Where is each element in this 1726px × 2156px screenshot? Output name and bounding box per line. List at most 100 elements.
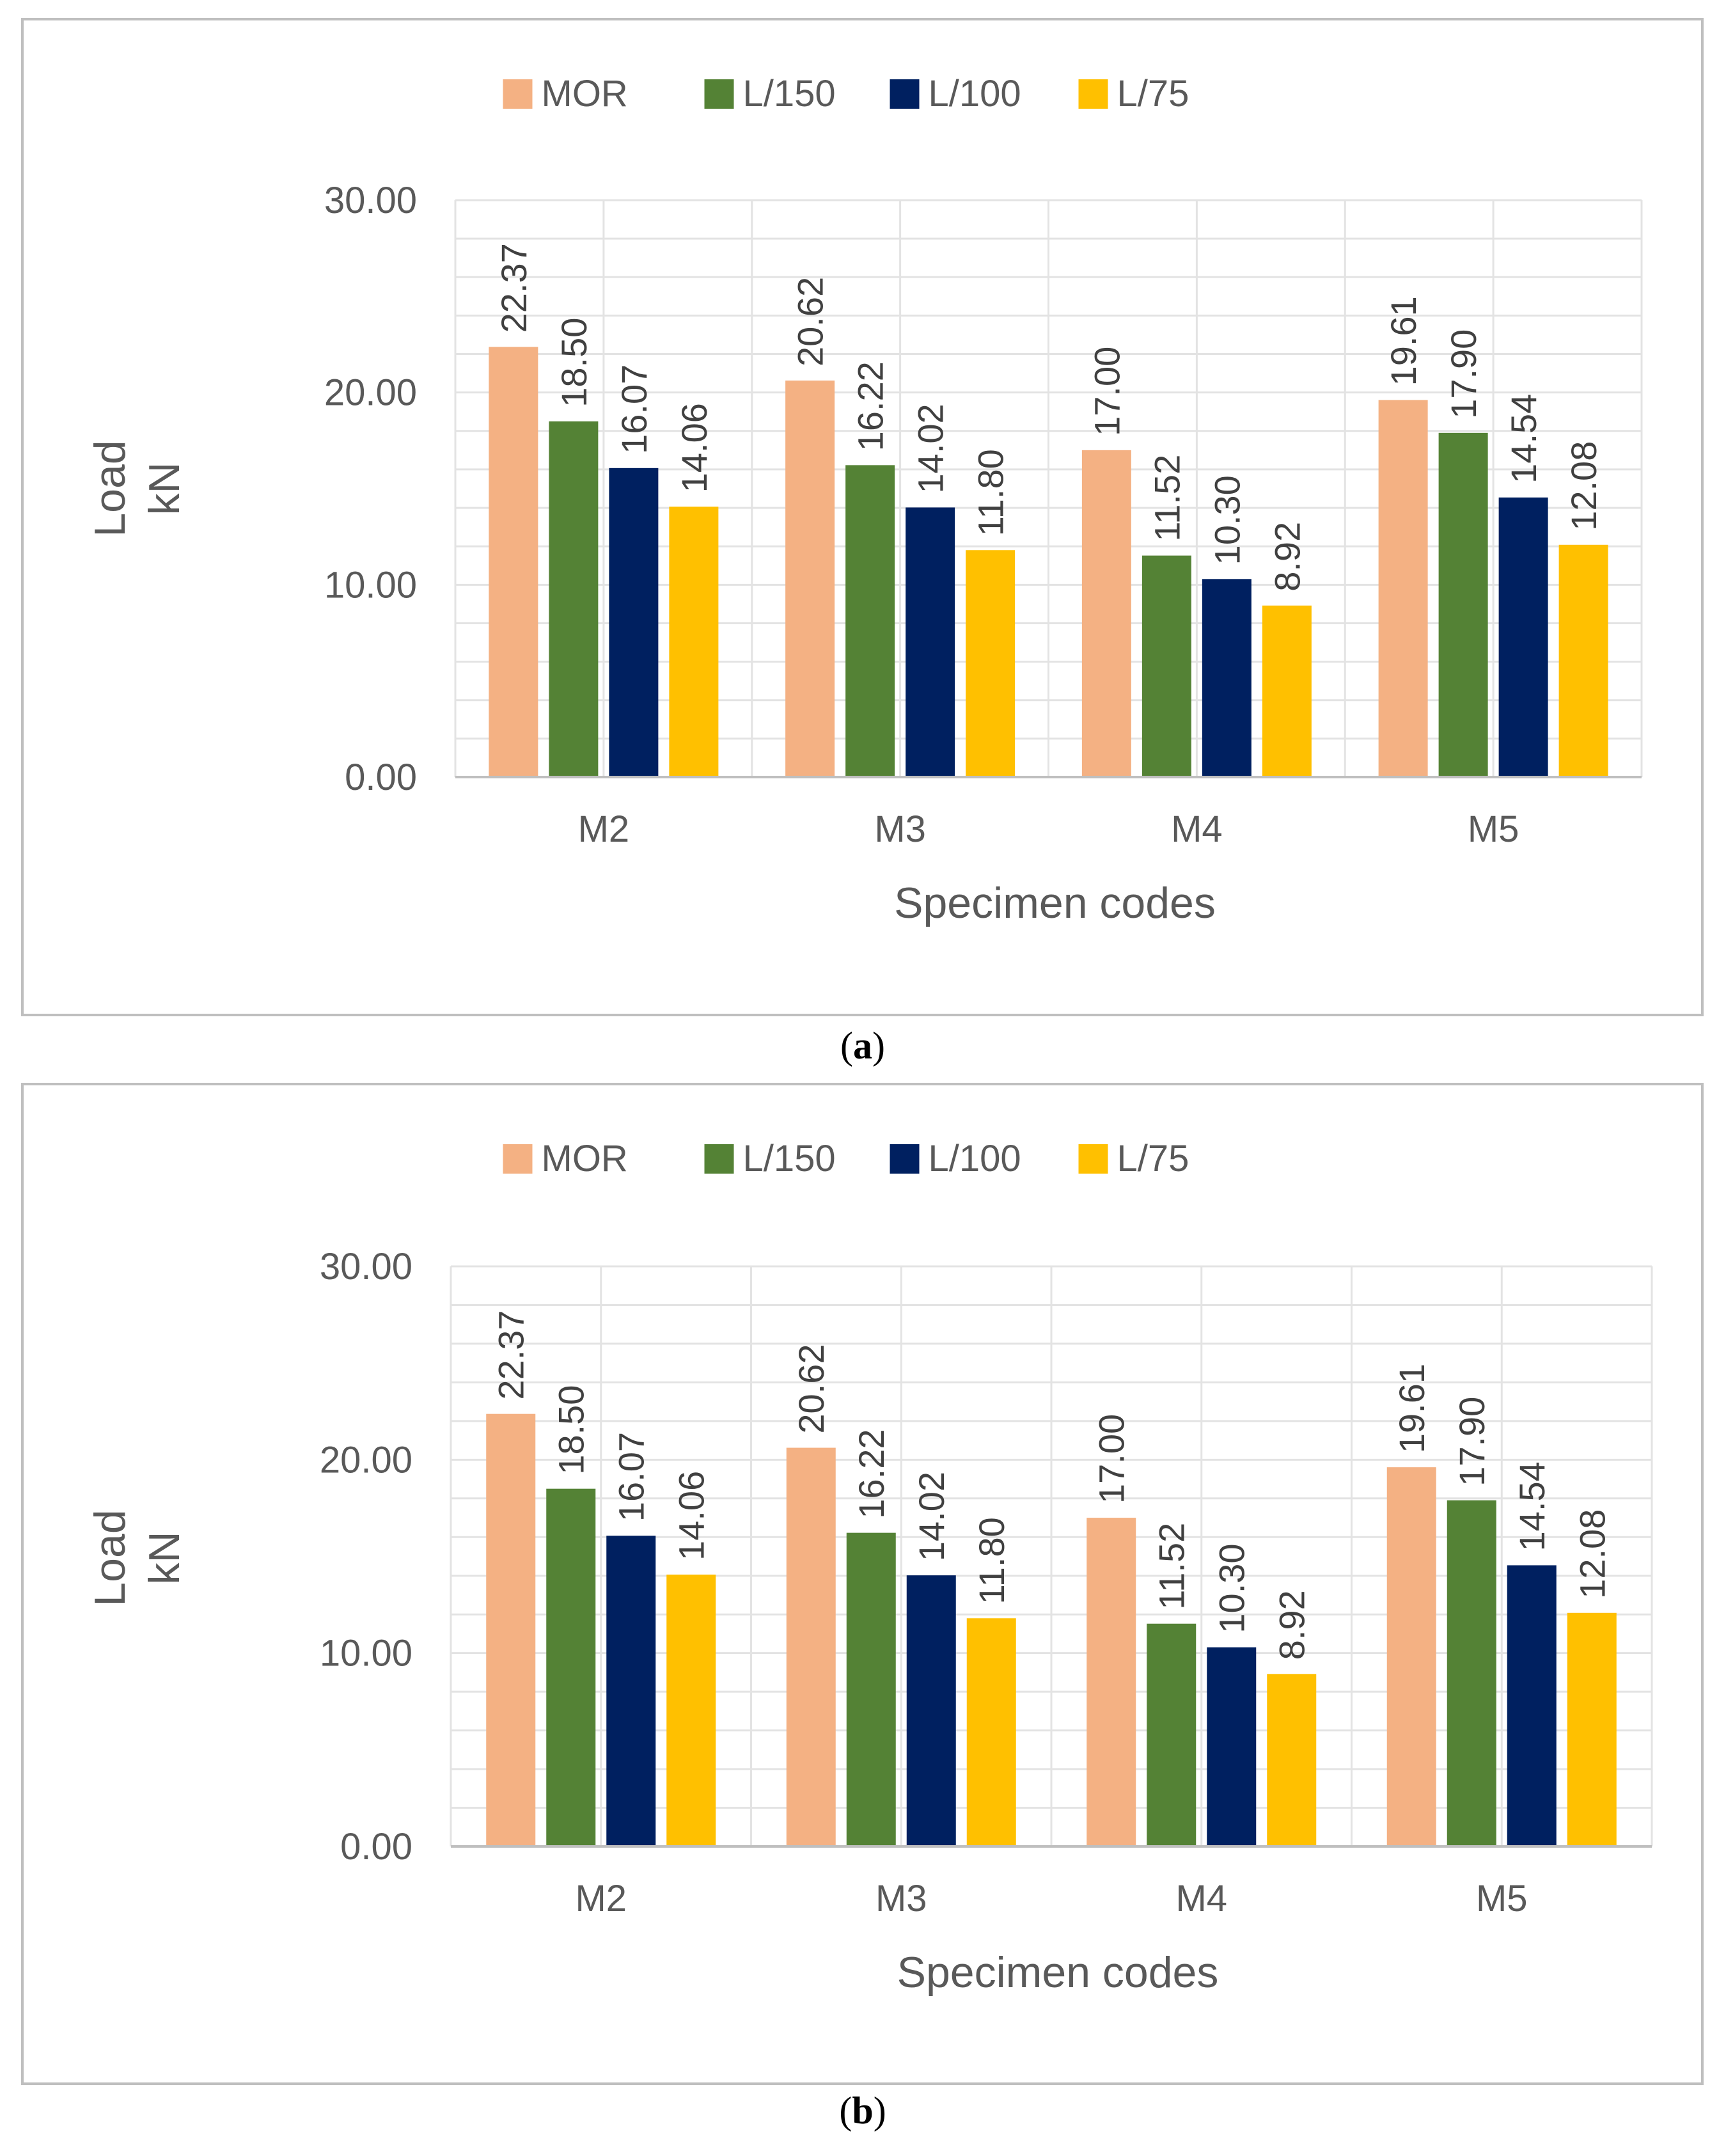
- bar-m5-l-150: [1438, 432, 1488, 777]
- legend-label: MOR: [542, 73, 628, 114]
- bar-m3-l-100: [906, 1575, 956, 1846]
- bar-m2-l-75: [669, 507, 719, 777]
- y-axis-title: Load kN: [86, 440, 189, 537]
- x-category-label: M3: [875, 1878, 927, 1919]
- legend-item-l-150: L/150: [704, 73, 836, 114]
- data-label: 14.06: [674, 403, 714, 492]
- data-label: 20.62: [791, 1344, 831, 1433]
- bar-m2-mor: [489, 347, 538, 777]
- y-tick-label: 0.00: [340, 1826, 412, 1868]
- bar-m3-l-75: [966, 550, 1016, 777]
- panel-caption: (b): [839, 2089, 886, 2132]
- bar-m2-l-100: [609, 468, 659, 777]
- legend-swatch: [503, 1144, 533, 1174]
- legend-label: L/100: [929, 1138, 1021, 1179]
- bar-m2-l-150: [546, 1488, 596, 1846]
- data-label: 14.06: [671, 1471, 712, 1561]
- y-axis-title-line1: Load: [86, 440, 134, 537]
- legend-swatch: [704, 79, 734, 109]
- legend-swatch: [704, 1144, 734, 1174]
- legend-label: L/75: [1117, 73, 1189, 114]
- y-tick-label: 0.00: [345, 757, 417, 798]
- data-label: 22.37: [494, 243, 534, 333]
- bar-m4-l-75: [1262, 605, 1312, 777]
- legend-swatch: [1078, 79, 1108, 109]
- data-label: 11.80: [971, 1517, 1012, 1604]
- y-axis: 0.00 10.00 20.00 30.00: [320, 1246, 412, 1868]
- chart-panel-b: MOR L/150 L/100 L/75 0.00 10.00 20.00 30.00 Load…: [21, 1083, 1704, 2085]
- bar-m2-l-100: [606, 1536, 656, 1846]
- data-labels: 22.37 18.50 16.07 14.06 20.62 16.22 14.02 11.80…: [494, 243, 1604, 592]
- x-category-label: M2: [578, 808, 630, 850]
- data-label: 11.80: [971, 449, 1011, 536]
- legend-item-l-100: L/100: [890, 1138, 1021, 1179]
- legend-swatch: [890, 79, 920, 109]
- bar-m2-mor: [486, 1413, 536, 1846]
- caption-open: (: [839, 2089, 852, 2132]
- data-label: 19.61: [1392, 1364, 1432, 1453]
- bar-m4-mor: [1081, 450, 1131, 777]
- caption-close: ): [872, 1025, 885, 1067]
- bar-m5-l-75: [1558, 544, 1608, 777]
- data-label: 12.08: [1572, 1509, 1612, 1599]
- x-category-label: M3: [874, 808, 926, 850]
- bar-m3-l-75: [966, 1618, 1016, 1846]
- data-label: 14.02: [911, 1472, 952, 1561]
- data-label: 20.62: [790, 277, 831, 366]
- data-label: 12.08: [1564, 441, 1604, 531]
- data-label: 17.90: [1443, 329, 1484, 419]
- data-label: 14.02: [911, 404, 951, 493]
- caption-letter: b: [852, 2089, 873, 2132]
- x-category-label: M4: [1175, 1878, 1227, 1919]
- y-axis-title-line2: kN: [140, 1531, 189, 1584]
- data-label: 16.07: [614, 365, 654, 454]
- data-label: 14.54: [1503, 394, 1544, 484]
- panel-caption: (a): [840, 1025, 885, 1067]
- data-label: 11.52: [1152, 1523, 1192, 1610]
- data-label: 8.92: [1272, 1590, 1312, 1660]
- data-label: 10.30: [1212, 1543, 1252, 1633]
- data-label: 22.37: [491, 1310, 531, 1400]
- bar-m4-mor: [1087, 1518, 1136, 1846]
- bars: [486, 1413, 1617, 1846]
- bar-m3-l-150: [845, 465, 895, 777]
- bar-m3-l-100: [906, 507, 955, 777]
- bar-m5-l-75: [1567, 1612, 1617, 1846]
- legend-label: L/75: [1117, 1138, 1189, 1179]
- y-tick-label: 30.00: [324, 180, 417, 221]
- data-label: 11.52: [1147, 455, 1187, 542]
- legend-label: MOR: [542, 1138, 628, 1179]
- bars: [489, 347, 1608, 777]
- legend: MOR L/150 L/100 L/75: [503, 73, 1189, 114]
- caption-close: ): [874, 2089, 886, 2132]
- data-label: 18.50: [551, 1385, 592, 1475]
- y-tick-label: 30.00: [320, 1246, 412, 1287]
- chart-panel-a: MOR L/150 L/100 L/75 0.00 10.00 20.00 30.00 Load…: [21, 18, 1704, 1016]
- legend-item-l-75: L/75: [1078, 73, 1189, 114]
- x-axis-title: Specimen codes: [897, 1948, 1219, 1997]
- data-labels: 22.37 18.50 16.07 14.06 20.62 16.22 14.02 11.80…: [491, 1310, 1613, 1660]
- bar-m5-mor: [1378, 400, 1428, 777]
- bar-m4-l-150: [1147, 1623, 1196, 1846]
- bar-m2-l-150: [549, 421, 599, 777]
- data-label: 8.92: [1267, 522, 1307, 592]
- y-tick-label: 20.00: [320, 1439, 412, 1481]
- bar-m3-mor: [786, 1447, 836, 1846]
- y-axis-title-line1: Load: [86, 1509, 134, 1606]
- caption-open: (: [840, 1025, 853, 1067]
- y-axis-title: Load kN: [86, 1509, 189, 1606]
- data-label: 16.22: [851, 361, 891, 451]
- legend-swatch: [890, 1144, 920, 1174]
- caption-letter: a: [853, 1025, 872, 1067]
- y-tick-label: 10.00: [324, 564, 417, 606]
- data-label: 17.00: [1087, 347, 1127, 436]
- bar-m4-l-150: [1142, 555, 1191, 777]
- legend-item-l-75: L/75: [1078, 1138, 1189, 1179]
- bar-m3-mor: [785, 381, 835, 777]
- data-label: 18.50: [554, 318, 594, 407]
- bar-m4-l-75: [1267, 1674, 1317, 1846]
- x-category-label: M2: [575, 1878, 627, 1919]
- legend-item-l-150: L/150: [704, 1138, 836, 1179]
- data-label: 14.54: [1512, 1461, 1552, 1551]
